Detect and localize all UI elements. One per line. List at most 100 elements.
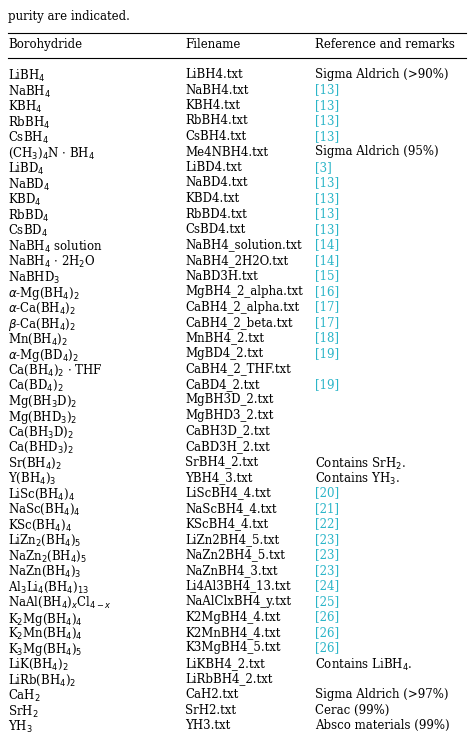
Text: NaBD4.txt: NaBD4.txt (185, 176, 247, 190)
Text: CsBH4.txt: CsBH4.txt (185, 130, 246, 143)
Text: Ca(BD$_4$)$_2$: Ca(BD$_4$)$_2$ (8, 378, 64, 393)
Text: MgBH4_2_alpha.txt: MgBH4_2_alpha.txt (185, 285, 303, 298)
Text: NaBH4_2H2O.txt: NaBH4_2H2O.txt (185, 254, 288, 267)
Text: Sigma Aldrich (>97%): Sigma Aldrich (>97%) (315, 688, 448, 701)
Text: [23]: [23] (315, 533, 339, 546)
Text: NaZn(BH$_4$)$_3$: NaZn(BH$_4$)$_3$ (8, 564, 82, 579)
Text: Cerac (99%): Cerac (99%) (315, 703, 389, 717)
Text: LiKBH4_2.txt: LiKBH4_2.txt (185, 657, 265, 670)
Text: CsBH$_4$: CsBH$_4$ (8, 130, 49, 146)
Text: Mn(BH$_4$)$_2$: Mn(BH$_4$)$_2$ (8, 331, 68, 347)
Text: LiSc(BH$_4$)$_4$: LiSc(BH$_4$)$_4$ (8, 486, 75, 502)
Text: NaBD3H.txt: NaBD3H.txt (185, 269, 258, 283)
Text: [20]: [20] (315, 486, 339, 500)
Text: (CH$_3$)$_4$N $\cdot$ BH$_4$: (CH$_3$)$_4$N $\cdot$ BH$_4$ (8, 145, 95, 161)
Text: [18]: [18] (315, 331, 339, 345)
Text: CaBD3H_2.txt: CaBD3H_2.txt (185, 440, 270, 453)
Text: NaAl(BH$_4$)$_x$Cl$_{4-x}$: NaAl(BH$_4$)$_x$Cl$_{4-x}$ (8, 595, 112, 610)
Text: NaBH$_4$ $\cdot$ 2H$_2$O: NaBH$_4$ $\cdot$ 2H$_2$O (8, 254, 95, 270)
Text: Mg(BHD$_3$)$_2$: Mg(BHD$_3$)$_2$ (8, 409, 77, 426)
Text: [13]: [13] (315, 192, 339, 205)
Text: [17]: [17] (315, 316, 339, 329)
Text: [23]: [23] (315, 548, 339, 562)
Text: [14]: [14] (315, 254, 339, 267)
Text: K2MnBH4_4.txt: K2MnBH4_4.txt (185, 626, 281, 639)
Text: [21]: [21] (315, 502, 339, 515)
Text: NaAlClxBH4_y.txt: NaAlClxBH4_y.txt (185, 595, 291, 608)
Text: NaBD$_4$: NaBD$_4$ (8, 176, 50, 193)
Text: NaBH4_solution.txt: NaBH4_solution.txt (185, 238, 301, 252)
Text: [22]: [22] (315, 517, 339, 531)
Text: MgBH3D_2.txt: MgBH3D_2.txt (185, 393, 273, 407)
Text: RbBH$_4$: RbBH$_4$ (8, 114, 50, 131)
Text: [13]: [13] (315, 176, 339, 190)
Text: NaBH4.txt: NaBH4.txt (185, 83, 248, 97)
Text: K$_3$Mg(BH$_4$)$_5$: K$_3$Mg(BH$_4$)$_5$ (8, 641, 82, 658)
Text: LiScBH4_4.txt: LiScBH4_4.txt (185, 486, 271, 500)
Text: NaBHD$_3$: NaBHD$_3$ (8, 269, 60, 286)
Text: [26]: [26] (315, 626, 339, 639)
Text: [14]: [14] (315, 238, 339, 252)
Text: [15]: [15] (315, 269, 339, 283)
Text: Absco materials (99%): Absco materials (99%) (315, 719, 450, 732)
Text: $\alpha$-Ca(BH$_4$)$_2$: $\alpha$-Ca(BH$_4$)$_2$ (8, 300, 76, 316)
Text: CsBD$_4$: CsBD$_4$ (8, 223, 48, 239)
Text: [17]: [17] (315, 300, 339, 314)
Text: [13]: [13] (315, 130, 339, 143)
Text: RbBD4.txt: RbBD4.txt (185, 207, 247, 221)
Text: [26]: [26] (315, 610, 339, 624)
Text: Contains YH$_3$.: Contains YH$_3$. (315, 471, 400, 487)
Text: NaBH$_4$: NaBH$_4$ (8, 83, 51, 100)
Text: LiRb(BH$_4$)$_2$: LiRb(BH$_4$)$_2$ (8, 672, 76, 688)
Text: Reference and remarks: Reference and remarks (315, 38, 455, 51)
Text: Ca(BH$_3$D)$_2$: Ca(BH$_3$D)$_2$ (8, 424, 74, 440)
Text: LiK(BH$_4$)$_2$: LiK(BH$_4$)$_2$ (8, 657, 69, 672)
Text: [26]: [26] (315, 641, 339, 655)
Text: Filename: Filename (185, 38, 240, 51)
Text: Sr(BH$_4$)$_2$: Sr(BH$_4$)$_2$ (8, 455, 62, 471)
Text: CsBD4.txt: CsBD4.txt (185, 223, 245, 236)
Text: Ca(BH$_4$)$_2$ $\cdot$ THF: Ca(BH$_4$)$_2$ $\cdot$ THF (8, 362, 102, 378)
Text: [13]: [13] (315, 83, 339, 97)
Text: YH$_3$: YH$_3$ (8, 719, 33, 735)
Text: CaBH4_2_alpha.txt: CaBH4_2_alpha.txt (185, 300, 299, 314)
Text: CaBH3D_2.txt: CaBH3D_2.txt (185, 424, 270, 438)
Text: CaBH4_2_beta.txt: CaBH4_2_beta.txt (185, 316, 292, 329)
Text: Li4Al3BH4_13.txt: Li4Al3BH4_13.txt (185, 579, 291, 593)
Text: [13]: [13] (315, 223, 339, 236)
Text: LiBD4.txt: LiBD4.txt (185, 161, 242, 174)
Text: [19]: [19] (315, 347, 339, 360)
Text: RbBD$_4$: RbBD$_4$ (8, 207, 49, 224)
Text: NaZnBH4_3.txt: NaZnBH4_3.txt (185, 564, 277, 577)
Text: $\alpha$-Mg(BD$_4$)$_2$: $\alpha$-Mg(BD$_4$)$_2$ (8, 347, 79, 364)
Text: YBH4_3.txt: YBH4_3.txt (185, 471, 252, 484)
Text: K3MgBH4_5.txt: K3MgBH4_5.txt (185, 641, 281, 655)
Text: Sigma Aldrich (95%): Sigma Aldrich (95%) (315, 145, 438, 159)
Text: Al$_3$Li$_4$(BH$_4$)$_{13}$: Al$_3$Li$_4$(BH$_4$)$_{13}$ (8, 579, 89, 595)
Text: KBD$_4$: KBD$_4$ (8, 192, 42, 208)
Text: [13]: [13] (315, 114, 339, 128)
Text: KSc(BH$_4$)$_4$: KSc(BH$_4$)$_4$ (8, 517, 72, 533)
Text: LiZn$_2$(BH$_4$)$_5$: LiZn$_2$(BH$_4$)$_5$ (8, 533, 82, 548)
Text: CaH2.txt: CaH2.txt (185, 688, 238, 701)
Text: NaZn2BH4_5.txt: NaZn2BH4_5.txt (185, 548, 285, 562)
Text: LiZn2BH4_5.txt: LiZn2BH4_5.txt (185, 533, 279, 546)
Text: CaBD4_2.txt: CaBD4_2.txt (185, 378, 259, 391)
Text: NaScBH4_4.txt: NaScBH4_4.txt (185, 502, 276, 515)
Text: SrH$_2$: SrH$_2$ (8, 703, 38, 720)
Text: MgBHD3_2.txt: MgBHD3_2.txt (185, 409, 273, 422)
Text: $\alpha$-Mg(BH$_4$)$_2$: $\alpha$-Mg(BH$_4$)$_2$ (8, 285, 80, 302)
Text: [24]: [24] (315, 579, 339, 593)
Text: [25]: [25] (315, 595, 339, 608)
Text: KScBH4_4.txt: KScBH4_4.txt (185, 517, 268, 531)
Text: Borohydride: Borohydride (8, 38, 82, 51)
Text: Sigma Aldrich (>90%): Sigma Aldrich (>90%) (315, 68, 448, 81)
Text: Y(BH$_4$)$_3$: Y(BH$_4$)$_3$ (8, 471, 56, 486)
Text: LiRbBH4_2.txt: LiRbBH4_2.txt (185, 672, 273, 686)
Text: SrH2.txt: SrH2.txt (185, 703, 236, 717)
Text: Contains LiBH$_4$.: Contains LiBH$_4$. (315, 657, 412, 673)
Text: MgBD4_2.txt: MgBD4_2.txt (185, 347, 263, 360)
Text: LiBD$_4$: LiBD$_4$ (8, 161, 45, 177)
Text: CaH$_2$: CaH$_2$ (8, 688, 41, 704)
Text: SrBH4_2.txt: SrBH4_2.txt (185, 455, 258, 469)
